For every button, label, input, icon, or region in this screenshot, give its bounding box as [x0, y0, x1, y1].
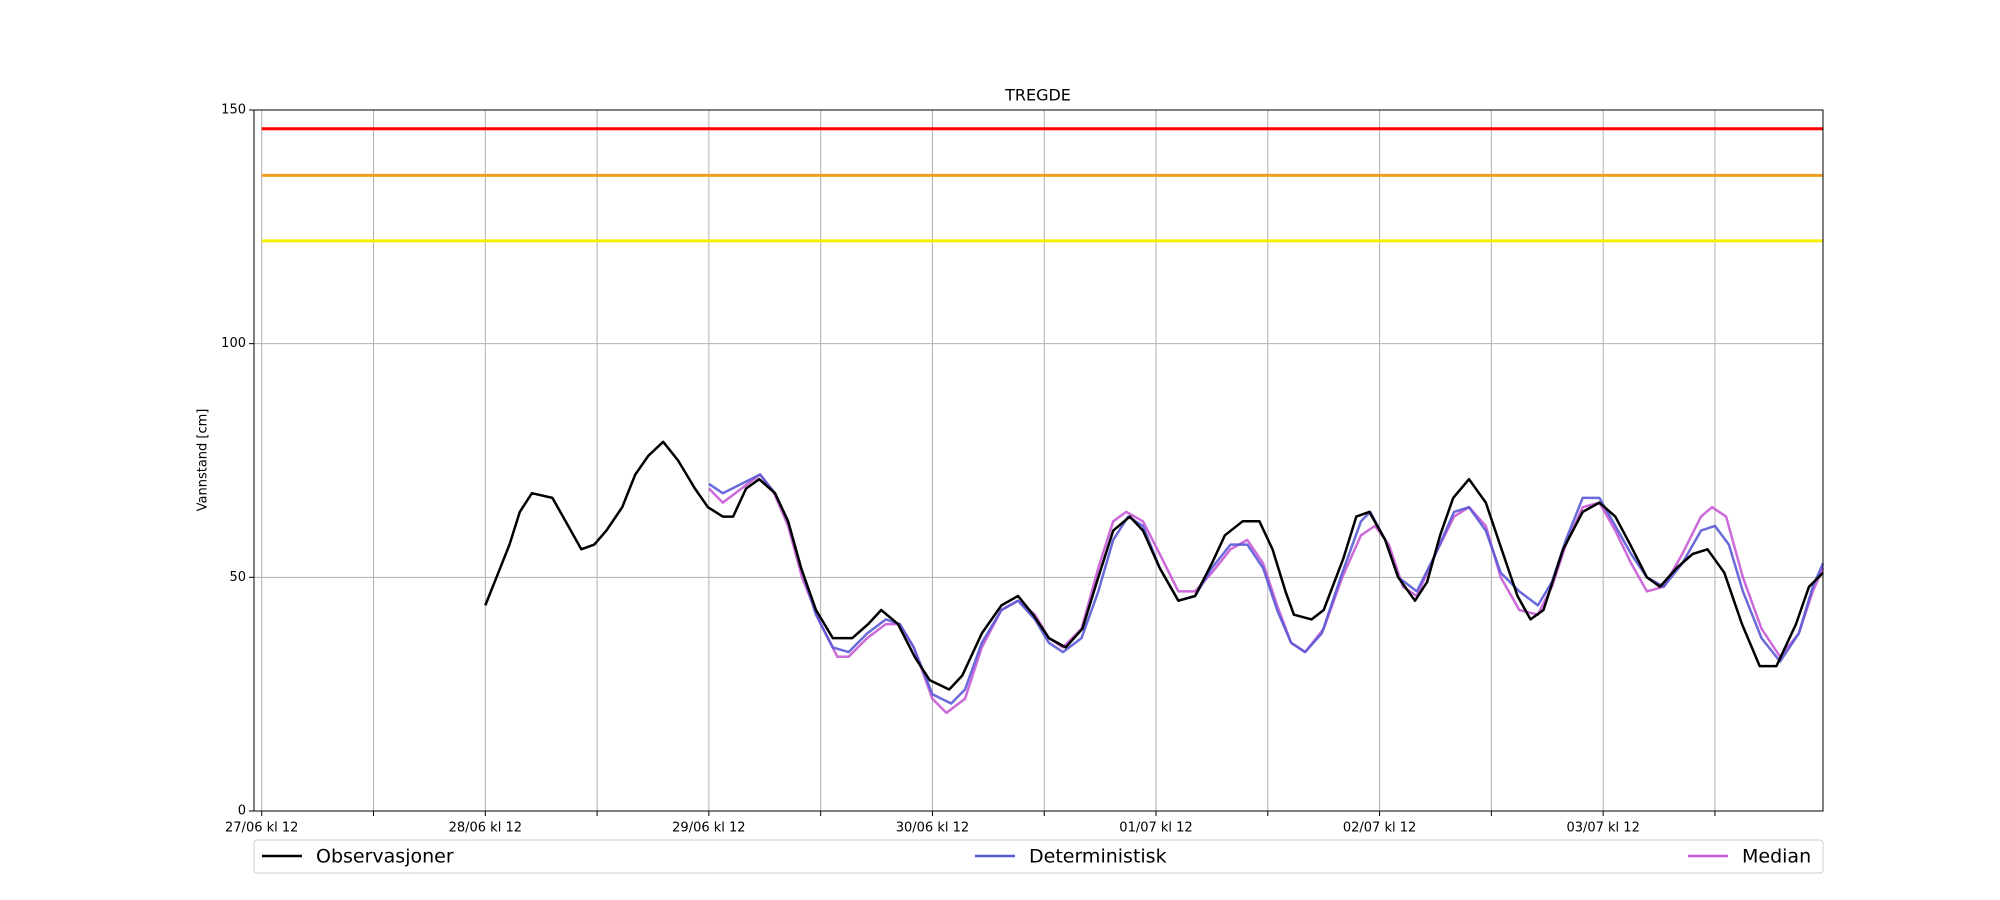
x-tick-label: 03/07 kl 12: [1566, 821, 1639, 836]
legend-label: Deterministisk: [1029, 846, 1167, 868]
y-axis-label: Vannstand [cm]: [196, 409, 211, 512]
legend: [253, 839, 1824, 874]
x-tick-label: 01/07 kl 12: [1119, 821, 1192, 836]
series-line: [484, 440, 1824, 691]
y-tick-label: 100: [221, 336, 246, 351]
x-tick-label: 27/06 kl 12: [225, 821, 298, 836]
y-tick-label: 0: [238, 804, 246, 819]
x-tick-label: 29/06 kl 12: [672, 821, 745, 836]
x-tick-label: 02/07 kl 12: [1343, 821, 1416, 836]
series-line: [708, 473, 1825, 705]
plot-frame: [253, 109, 1824, 812]
series-line: [708, 473, 1825, 715]
y-tick-label: 150: [221, 103, 246, 118]
x-tick-label: 30/06 kl 12: [896, 821, 969, 836]
y-tick-label: 50: [229, 570, 246, 585]
chart-title: TREGDE: [1004, 86, 1071, 105]
legend-label: Median: [1742, 846, 1811, 868]
legend-label: Observasjoner: [316, 846, 454, 868]
x-tick-label: 28/06 kl 12: [449, 821, 522, 836]
